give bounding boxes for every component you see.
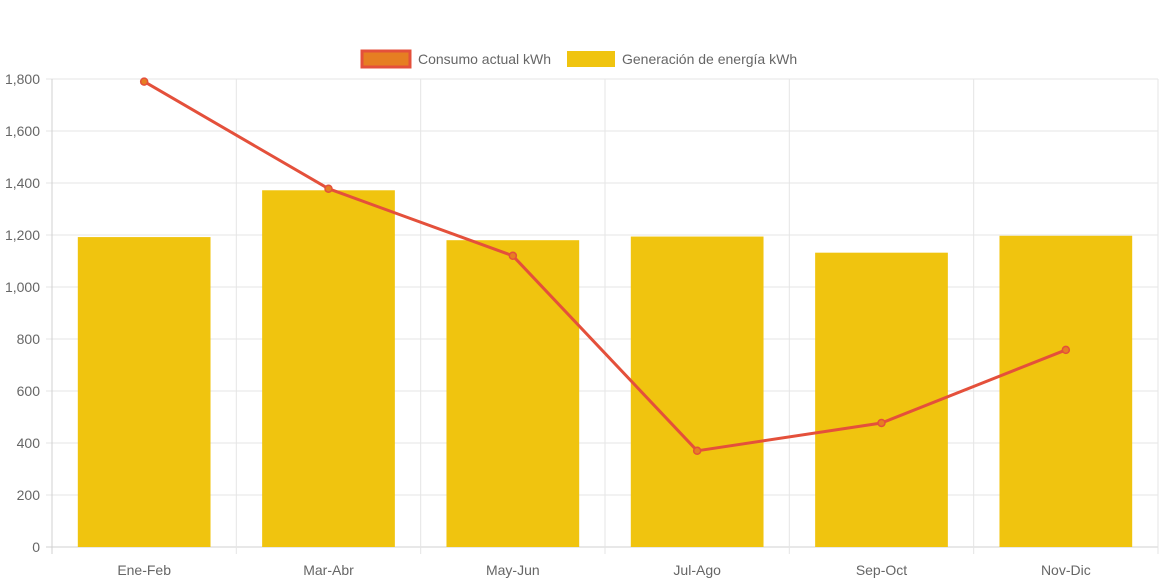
point-ene-feb[interactable] [139,77,149,86]
x-tick-label: Nov-Dic [1041,562,1091,578]
x-tick-label: Ene-Feb [117,562,171,578]
bar-ene-feb[interactable] [77,237,211,547]
y-tick-label: 0 [32,539,40,555]
bar-mar-abr[interactable] [262,190,395,547]
y-tick-label: 1,000 [5,279,40,295]
point-nov-dic[interactable] [1061,345,1071,355]
legend-label-consumo: Consumo actual kWh [418,51,551,67]
bar-series-generacion [77,190,1133,547]
x-tick-label: Sep-Oct [856,562,907,578]
x-gridlines [51,79,1159,554]
legend-label-generacion: Generación de energía kWh [622,51,797,67]
legend-item-consumo[interactable]: Consumo actual kWh [360,49,551,69]
point-may-jun[interactable] [508,251,518,261]
y-tick-label: 200 [17,487,41,503]
line-series-consumo [139,77,1071,456]
y-axis-ticks: 0 200 400 600 800 1,000 1,200 1,400 1,600 1,800 [5,71,40,555]
y-gridlines [46,78,1158,548]
point-jul-ago[interactable] [692,446,702,456]
y-tick-label: 800 [17,331,41,347]
x-tick-label: Jul-Ago [673,562,721,578]
point-sep-oct[interactable] [877,418,886,428]
x-axis-ticks: Ene-Feb Mar-Abr May-Jun Jul-Ago Sep-Oct Nov-D… [117,562,1090,578]
y-tick-label: 1,800 [5,71,40,87]
bar-jul-ago[interactable] [630,236,764,547]
y-tick-label: 1,600 [5,123,40,139]
bar-may-jun[interactable] [446,240,580,547]
y-tick-label: 400 [17,435,41,451]
legend: Consumo actual kWh Generación de energía… [360,49,797,69]
y-tick-label: 600 [17,383,41,399]
bar-sep-oct[interactable] [815,252,948,547]
legend-swatch-generacion [567,51,615,67]
bar-nov-dic[interactable] [999,235,1133,547]
y-tick-label: 1,200 [5,227,40,243]
x-tick-label: May-Jun [486,562,540,578]
y-tick-label: 1,400 [5,175,40,191]
consumo-line [143,80,1067,453]
x-tick-label: Mar-Abr [303,562,354,578]
point-mar-abr[interactable] [324,184,333,193]
legend-swatch-consumo [360,49,412,69]
legend-item-generacion[interactable]: Generación de energía kWh [567,51,797,67]
